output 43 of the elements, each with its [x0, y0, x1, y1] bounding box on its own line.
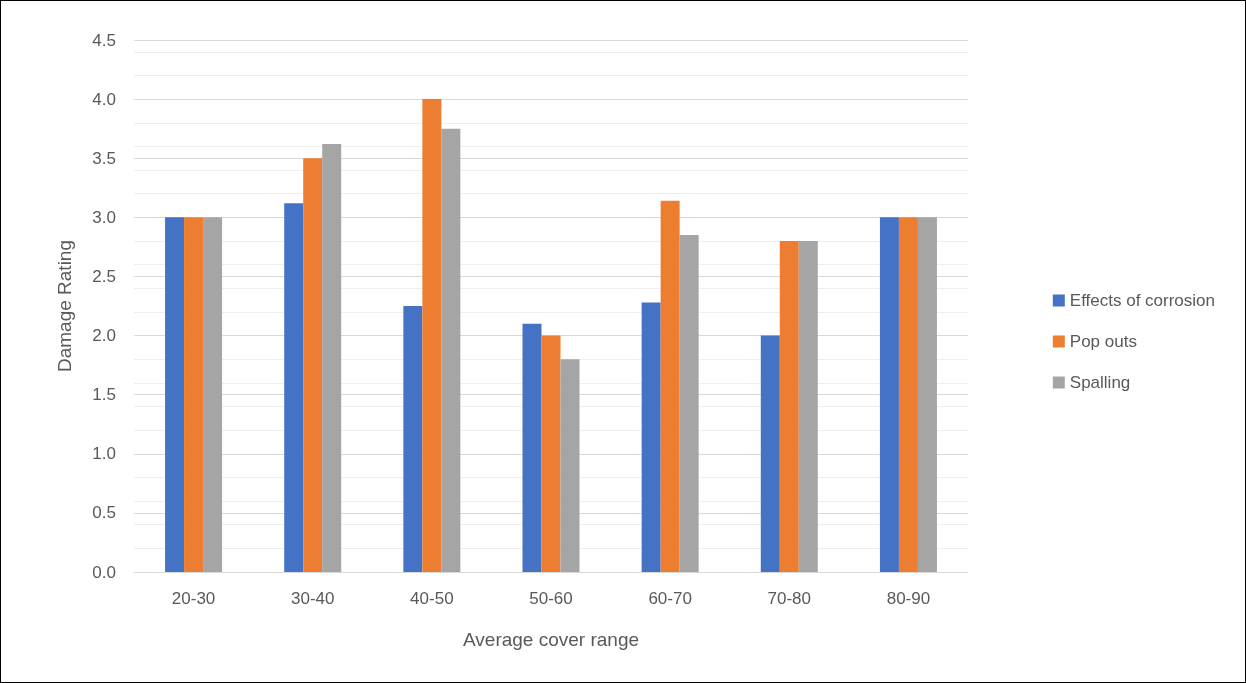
bar: [441, 128, 461, 572]
bar: [760, 335, 780, 572]
y-tick-label: 4.5: [92, 30, 116, 50]
bar: [541, 335, 561, 572]
x-tick-label: 60-70: [648, 589, 692, 608]
bar: [203, 217, 223, 572]
bar: [660, 200, 680, 572]
x-tick-label: 50-60: [529, 589, 573, 608]
y-tick-label: 4.0: [92, 89, 116, 109]
bar: [898, 217, 918, 572]
bar: [403, 306, 423, 572]
y-axis-title: Damage Rating: [54, 239, 75, 373]
x-axis-title: Average cover range: [462, 629, 640, 650]
bar: [779, 240, 799, 572]
y-tick-label: 0.5: [92, 503, 116, 523]
y-tick-label: 3.0: [92, 207, 116, 227]
bar: [184, 217, 204, 572]
bar: [303, 158, 323, 572]
bar: [879, 217, 899, 572]
legend-label: Spalling: [1069, 373, 1131, 392]
x-tick-label: 20-30: [171, 589, 216, 608]
bar: [641, 302, 661, 572]
y-tick-label: 2.5: [92, 266, 116, 286]
legend-label: Pop outs: [1069, 332, 1137, 351]
x-tick-label: 70-80: [767, 589, 812, 608]
bar: [284, 203, 304, 572]
y-tick-label: 2.0: [92, 326, 116, 346]
bar: [560, 359, 580, 572]
bar: [798, 240, 818, 572]
bar: [679, 235, 699, 572]
y-tick-label: 0.0: [92, 562, 116, 582]
bar: [322, 144, 342, 572]
bar: [917, 217, 937, 572]
bar: [522, 323, 542, 572]
y-tick-label: 3.5: [92, 148, 116, 168]
bar: [165, 217, 185, 572]
x-tick-label: 80-90: [886, 589, 931, 608]
y-tick-label: 1.5: [92, 385, 116, 405]
legend-label: Effects of corrosion: [1069, 291, 1216, 310]
x-tick-label: 40-50: [410, 589, 454, 608]
bar: [422, 99, 442, 572]
y-tick-label: 1.0: [92, 444, 116, 464]
x-tick-label: 30-40: [290, 589, 335, 608]
